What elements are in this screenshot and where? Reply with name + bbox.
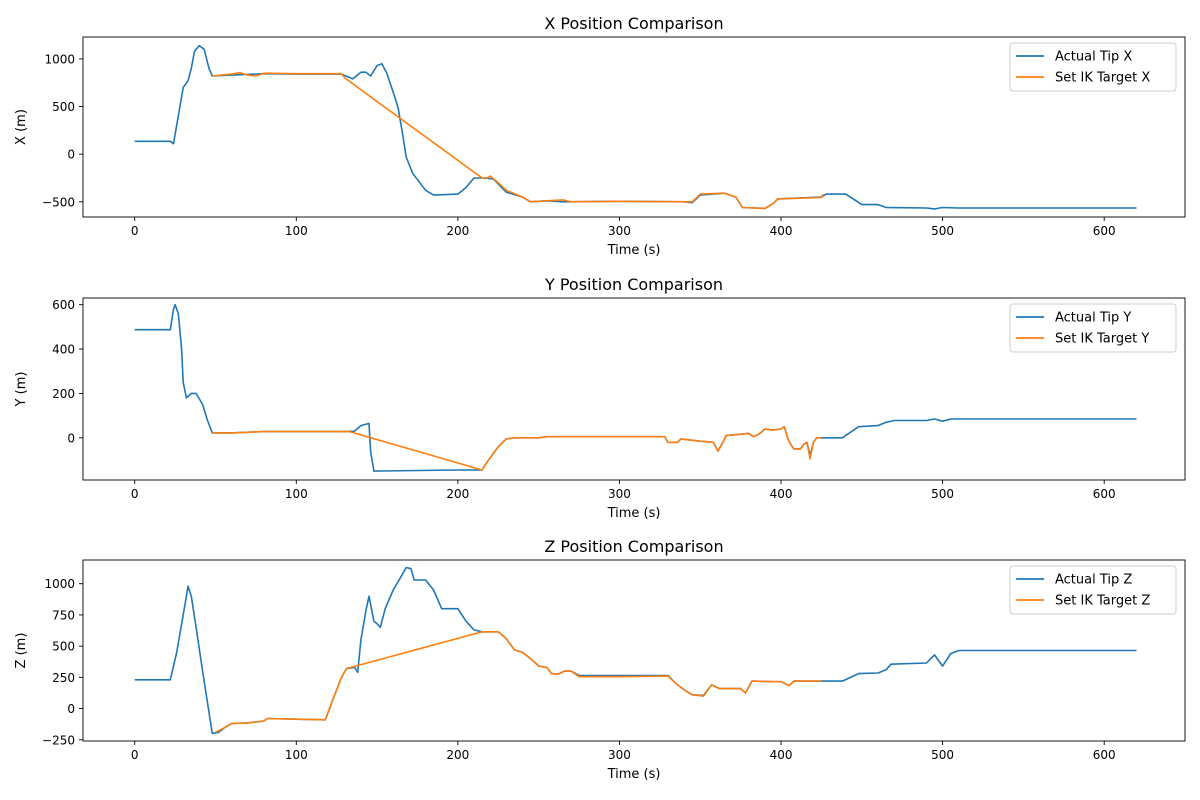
chart-title: X Position Comparison (544, 14, 723, 33)
plot-area (134, 44, 1137, 210)
chart-panel-1: 0 100 200 300 400 500 600 0 200 400 600 Y Position … (14, 275, 1186, 521)
legend-box (1009, 42, 1177, 92)
legend: Actual Tip Z Set IK Target Z (1009, 565, 1177, 615)
y-tick-label: 500 (52, 640, 75, 654)
legend-label: Actual Tip X (1055, 50, 1132, 65)
plot-area (134, 303, 1137, 472)
y-tick-label: 0 (67, 431, 75, 445)
x-tick-label: 400 (770, 748, 793, 762)
y-tick-label: 1000 (44, 577, 75, 591)
x-axis-label: Time (s) (607, 506, 661, 521)
y-tick-label: 200 (52, 387, 75, 401)
x-tick-label: 0 (131, 224, 139, 238)
y-tick-label: 0 (67, 148, 75, 162)
y-tick-label: 750 (52, 608, 75, 622)
x-tick-label: 400 (770, 224, 793, 238)
legend: Actual Tip Y Set IK Target Y (1009, 303, 1177, 353)
chart-panel-0: 0 100 200 300 400 500 600 −500 0 500 1000 X Positio… (14, 14, 1186, 258)
y-tick-label: −250 (42, 733, 75, 747)
x-tick-label: 100 (285, 487, 308, 501)
series-line-actual (134, 44, 1137, 210)
x-tick-label: 200 (446, 487, 469, 501)
chart-title: Y Position Comparison (544, 275, 723, 294)
y-tick-label: 400 (52, 343, 75, 357)
x-tick-label: 100 (285, 224, 308, 238)
chart-title: Z Position Comparison (544, 537, 723, 556)
x-tick-label: 0 (131, 487, 139, 501)
x-tick-label: 200 (446, 224, 469, 238)
y-tick-label: 500 (52, 100, 75, 114)
legend-box (1009, 565, 1177, 615)
legend-label: Set IK Target Z (1055, 594, 1150, 609)
axes-frame (82, 36, 1186, 218)
x-tick-label: 200 (446, 748, 469, 762)
y-axis-label: X (m) (14, 109, 29, 145)
legend-label: Set IK Target X (1055, 71, 1150, 86)
legend-box (1009, 303, 1177, 353)
x-tick-label: 600 (1093, 487, 1116, 501)
y-tick-label: −500 (42, 195, 75, 209)
legend: Actual Tip X Set IK Target X (1009, 42, 1177, 92)
series-line-target (215, 630, 822, 734)
y-tick-label: 250 (52, 671, 75, 685)
chart-panel-2: 0 100 200 300 400 500 600 −250 0 250 500 750 1000 Z P… (14, 537, 1186, 782)
legend-label: Actual Tip Z (1055, 573, 1132, 588)
y-tick-label: 0 (67, 702, 75, 716)
y-tick-label: 1000 (44, 52, 75, 66)
legend-label: Set IK Target Y (1055, 332, 1149, 347)
x-axis-label: Time (s) (607, 243, 661, 258)
x-tick-label: 0 (131, 748, 139, 762)
series-line-target (212, 425, 822, 471)
x-tick-label: 300 (608, 224, 631, 238)
x-tick-label: 500 (931, 487, 954, 501)
x-tick-label: 300 (608, 487, 631, 501)
axes-frame (82, 559, 1186, 742)
x-tick-label: 400 (770, 487, 793, 501)
y-axis-label: Z (m) (14, 633, 29, 669)
series-line-actual (134, 566, 1137, 735)
x-tick-label: 500 (931, 224, 954, 238)
y-tick-label: 600 (52, 298, 75, 312)
legend-label: Actual Tip Y (1055, 311, 1131, 326)
axes-frame (82, 297, 1186, 481)
x-tick-label: 500 (931, 748, 954, 762)
series-line-target (212, 71, 824, 210)
plot-area (134, 566, 1137, 735)
x-axis-label: Time (s) (607, 767, 661, 782)
x-tick-label: 100 (285, 748, 308, 762)
x-tick-label: 600 (1093, 748, 1116, 762)
y-axis-label: Y (m) (14, 372, 29, 408)
series-line-actual (134, 303, 1137, 472)
x-tick-label: 600 (1093, 224, 1116, 238)
x-tick-label: 300 (608, 748, 631, 762)
